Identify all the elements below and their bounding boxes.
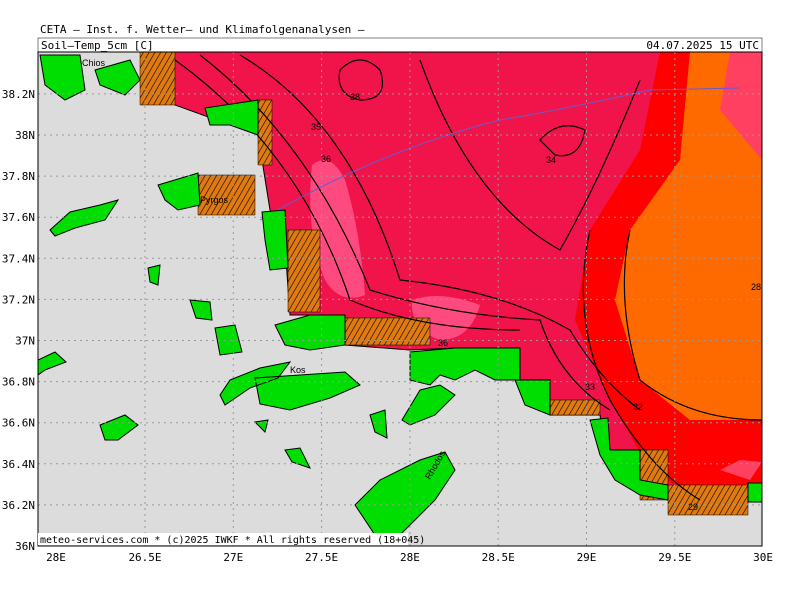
lon-label: 29E [577,551,597,564]
product: Soil—Temp_5cm [C] [41,39,154,52]
lat-label: 36.8N [2,376,35,389]
frame [37,51,763,547]
lat-label: 37.4N [2,252,35,265]
lat-label: 38.2N [2,88,35,101]
lon-label: 27.5E [305,551,338,564]
contour [582,229,701,501]
island [94,59,141,96]
island [204,99,259,136]
place-label: Pyrgos [200,195,229,205]
island [354,451,456,541]
lat-label: 36.6N [2,417,35,430]
island [49,199,120,237]
contour [623,229,762,421]
contour [338,59,384,101]
lon-label: 30E [753,551,773,564]
lat-label: 37.2N [2,293,35,306]
island [261,209,289,271]
cool-zone [615,52,762,420]
contour-label: 32 [633,402,643,412]
lat-label: 37.6N [2,211,35,224]
footer-bg [38,533,408,545]
lat-label: 36.4N [2,458,35,471]
border [259,87,741,221]
island [274,314,346,351]
contour-label: 33 [585,382,595,392]
island [219,361,361,411]
lon-label: 28E [400,551,420,564]
lat-label: 36N [15,540,35,553]
lon-label: 28.5E [482,551,515,564]
contour [239,54,641,411]
title: CETA — Inst. f. Wetter— und Klimafolgena… [40,23,365,36]
contour-label: 36 [321,154,331,164]
contour [199,54,611,411]
lon-label: 29.5E [658,551,691,564]
lat-label: 37.8N [2,170,35,183]
island [157,172,201,211]
lat-label: 37N [15,335,35,348]
contour-label: 35 [311,122,321,132]
contour-label: 28 [751,282,761,292]
footer: meteo-services.com * (c)2025 IWKF * All … [40,535,425,546]
island [99,409,388,469]
island [38,264,243,376]
island [39,54,86,101]
lat-label: 36.2N [2,499,35,512]
lat-label: 38N [15,129,35,142]
place-label: Chios [82,58,106,68]
contour-label: 36 [438,338,448,348]
lon-label: 28E [46,551,66,564]
lon-label: 27E [223,551,243,564]
hot-zone [310,160,480,340]
lon-label: 26.5E [128,551,161,564]
contour-label: 38 [350,92,360,102]
warm-spot [720,52,762,480]
contour-label: 29 [688,502,698,512]
contour-label: 34 [546,155,556,165]
island [514,379,762,503]
place-label: Kos [290,365,306,375]
valid-time: 04.07.2025 15 UTC [646,39,759,52]
graticule [38,52,762,546]
contour [539,125,586,157]
